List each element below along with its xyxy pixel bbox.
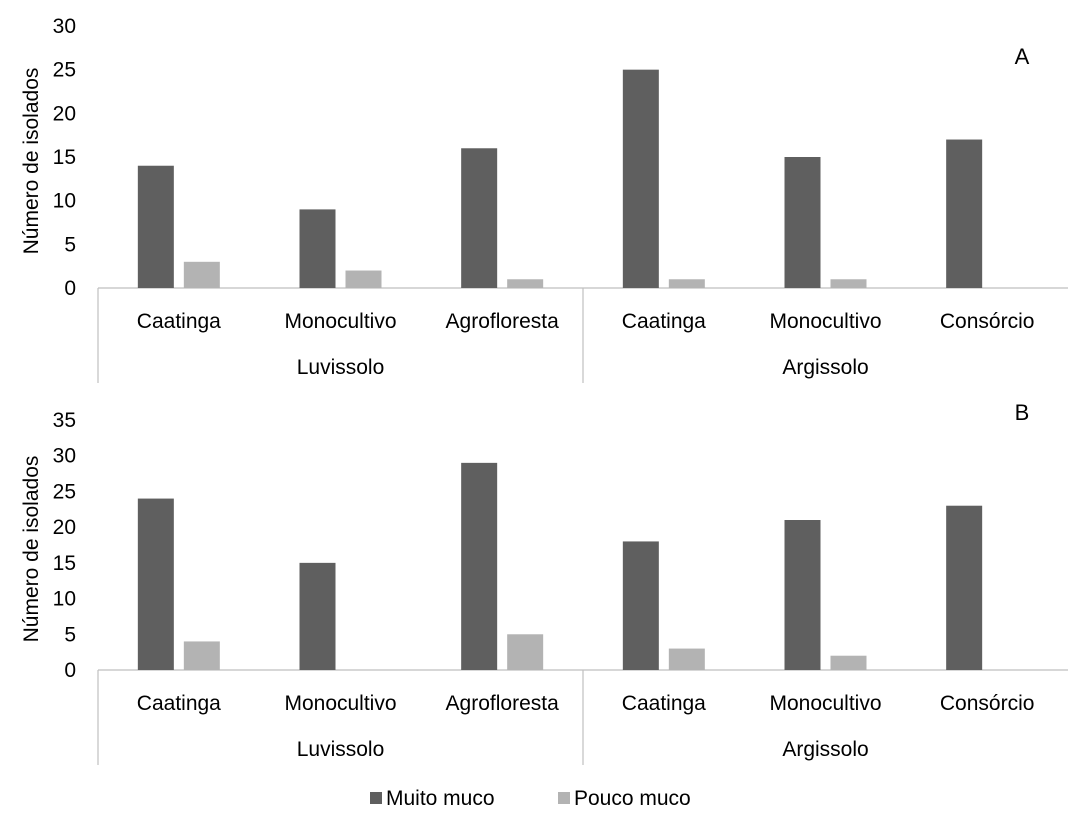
bar-muito-muco [137, 498, 174, 670]
bar-muito-muco [946, 505, 983, 670]
x-tick-label: Monocultivo [769, 310, 881, 333]
chart-panel-b: 0 5 10 15 20 25 30 35 Número de isolados Caatinga… [20, 400, 1068, 765]
bar-pouco-muco [183, 261, 220, 288]
group-label: Luvissolo [297, 738, 385, 761]
y-tick-label: 0 [64, 659, 76, 682]
bar-pouco-muco [507, 279, 544, 288]
y-tick-label: 30 [53, 15, 76, 38]
x-tick-label: Agrofloresta [446, 310, 560, 333]
bar-muito-muco [784, 520, 821, 670]
bar-pouco-muco [668, 279, 705, 288]
y-tick-label: 0 [64, 277, 76, 300]
y-tick-label: 5 [64, 233, 76, 256]
legend-swatch [370, 792, 382, 804]
bar-muito-muco [622, 69, 659, 289]
y-tick-label: 25 [53, 480, 76, 503]
y-tick-label: 30 [53, 445, 76, 468]
x-tick-label: Caatinga [622, 692, 706, 715]
y-tick-label: 10 [53, 588, 76, 611]
x-tick-label: Agrofloresta [446, 692, 560, 715]
legend-swatch [558, 792, 570, 804]
bar-pouco-muco [507, 634, 544, 670]
bar-pouco-muco [830, 655, 867, 670]
bar-muito-muco [461, 148, 498, 288]
x-tick-label: Caatinga [137, 692, 221, 715]
panel-label: A [1015, 44, 1030, 69]
y-tick-label: 20 [53, 102, 76, 125]
bar-pouco-muco [183, 641, 220, 670]
group-label: Luvissolo [297, 356, 385, 379]
x-tick-label: Monocultivo [284, 310, 396, 333]
bar-muito-muco [622, 541, 659, 670]
x-tick-label: Caatinga [622, 310, 706, 333]
y-tick-label: 25 [53, 59, 76, 82]
legend: Muito muco Pouco muco [370, 787, 691, 810]
y-axis-title: Número de isolados [20, 456, 43, 643]
bar-muito-muco [784, 157, 821, 288]
legend-label: Pouco muco [574, 787, 691, 809]
y-tick-label: 15 [53, 146, 76, 169]
y-tick-label: 35 [53, 409, 76, 432]
legend-label: Muito muco [386, 787, 495, 809]
group-label: Argissolo [782, 356, 868, 379]
group-label: Argissolo [782, 738, 868, 761]
x-tick-label: Consórcio [940, 310, 1035, 333]
bar-pouco-muco [668, 648, 705, 670]
bar-muito-muco [299, 209, 336, 288]
panel-label: B [1015, 400, 1030, 425]
bar-muito-muco [299, 562, 336, 670]
y-axis-title: Número de isolados [20, 68, 43, 255]
y-tick-label: 20 [53, 516, 76, 539]
x-tick-label: Monocultivo [284, 692, 396, 715]
y-tick-label: 5 [64, 623, 76, 646]
bar-pouco-muco [830, 279, 867, 288]
x-tick-label: Consórcio [940, 692, 1035, 715]
bar-pouco-muco [345, 270, 382, 288]
x-tick-label: Monocultivo [769, 692, 881, 715]
bar-muito-muco [461, 462, 498, 670]
x-tick-label: Caatinga [137, 310, 221, 333]
chart-panel-a: 0 5 10 15 20 25 30 Número de isolados Caatinga Mo… [20, 15, 1068, 383]
y-tick-label: 10 [53, 190, 76, 213]
bar-muito-muco [137, 165, 174, 288]
bar-muito-muco [946, 139, 983, 288]
y-tick-label: 15 [53, 552, 76, 575]
